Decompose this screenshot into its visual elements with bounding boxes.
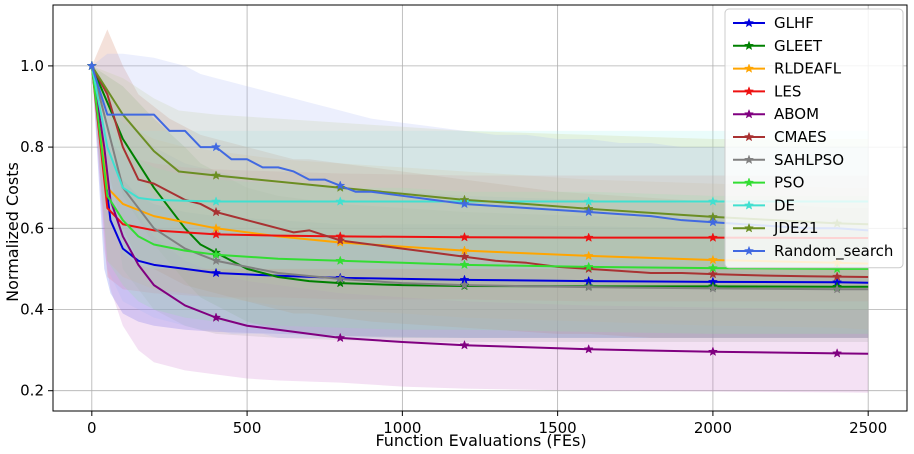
marker-pso <box>707 262 718 273</box>
marker-pso <box>210 249 222 259</box>
marker-de <box>335 196 346 206</box>
line-de <box>90 65 869 203</box>
legend-marker <box>743 131 755 142</box>
legend-entry-les: LES <box>774 82 801 100</box>
x-tick-label: 2500 <box>849 419 887 437</box>
marker-abom <box>335 332 346 343</box>
marker-cmaes <box>210 206 222 217</box>
marker-random-search <box>583 206 594 217</box>
x-tick-label: 2000 <box>694 419 732 437</box>
marker-cmaes <box>459 251 470 262</box>
marker-rldeafl <box>707 254 718 265</box>
legend-entry-rldeafl: RLDEAFL <box>774 60 842 78</box>
marker-sahlpso <box>210 255 222 266</box>
marker-sahlpso <box>707 283 718 293</box>
marker-pso <box>335 255 346 266</box>
line-random-search <box>90 65 869 232</box>
marker-les <box>707 232 718 242</box>
legend-marker <box>743 245 755 256</box>
plot-frame <box>52 4 908 412</box>
legend-marker <box>743 86 755 96</box>
marker-rldeafl <box>583 250 594 261</box>
legend-box <box>724 8 904 269</box>
line-pso <box>90 65 869 270</box>
x-tick-label: 500 <box>233 419 262 437</box>
marker-random-search <box>707 216 718 227</box>
x-axis-label: Function Evaluations (FEs) <box>375 431 586 450</box>
band-gleet <box>91 65 869 338</box>
band-jde21 <box>91 65 869 278</box>
marker-random-search <box>335 180 346 190</box>
marker-de <box>583 196 594 206</box>
marker-abom <box>210 312 222 322</box>
line-cmaes <box>90 65 869 279</box>
marker-les <box>583 232 594 242</box>
marker-sahlpso <box>459 279 470 290</box>
marker-de <box>707 196 718 206</box>
marker-random-search <box>459 198 470 209</box>
legend-marker <box>743 108 755 119</box>
marker-abom <box>459 339 470 350</box>
legend-marker <box>743 177 755 187</box>
marker-random-search <box>210 141 222 152</box>
y-tick-label: 0.2 <box>20 382 44 400</box>
marker-abom <box>832 348 843 358</box>
marker-abom <box>583 343 594 354</box>
marker-jde21 <box>210 170 222 180</box>
marker-sahlpso <box>335 273 346 284</box>
band-glhf <box>91 65 869 338</box>
marker-cmaes <box>832 271 843 281</box>
band-rldeafl <box>91 65 869 330</box>
line-abom <box>90 65 869 355</box>
legend-marker <box>743 63 755 73</box>
marker-cmaes <box>707 268 718 279</box>
legend-marker <box>743 200 755 210</box>
y-tick-label: 1.0 <box>20 57 44 75</box>
marker-les <box>210 229 222 239</box>
marker-de <box>210 196 222 206</box>
legend-entry-cmaes: CMAES <box>774 128 827 146</box>
y-tick-label: 0.8 <box>20 138 44 156</box>
marker-pso <box>583 261 594 272</box>
y-tick-label: 0.6 <box>20 219 44 237</box>
legend-entry-glhf: GLHF <box>774 14 814 32</box>
legend: GLHF GLEET RLDEAFL LES ABOM CMAES SAHLPSO PSO DE… <box>724 8 904 269</box>
x-tick-label: 1000 <box>383 419 421 437</box>
legend-marker <box>743 222 755 233</box>
marker-glhf <box>210 267 222 278</box>
axis-ticks: 0 500 1000 1500 2000 2500 0.2 0.4 0.6 0.8 1.0 <box>20 57 887 437</box>
y-tick-label: 0.4 <box>20 301 44 319</box>
y-axis-label: Normalized Costs <box>3 162 22 302</box>
legend-marker <box>743 17 755 28</box>
legend-entry-abom: ABOM <box>774 105 819 123</box>
x-tick-label: 0 <box>87 419 97 437</box>
legend-entry-pso: PSO <box>774 174 804 192</box>
band-les <box>91 65 869 302</box>
legend-entry-sahlpso: SAHLPSO <box>774 151 844 169</box>
marker-sahlpso <box>583 281 594 292</box>
legend-entry-jde21: JDE21 <box>773 219 819 237</box>
legend-marker <box>743 154 755 165</box>
marker-gleet <box>335 277 346 288</box>
band-de <box>91 65 869 269</box>
marker-cmaes <box>335 235 346 245</box>
marker-pso <box>459 259 470 270</box>
marker-random-search <box>86 60 97 71</box>
legend-entry-random-search: Random_search <box>774 242 893 261</box>
band-cmaes <box>91 29 869 338</box>
marker-sahlpso <box>832 283 843 294</box>
legend-entry-de: DE <box>774 196 795 214</box>
line-gleet <box>90 65 869 288</box>
marker-les <box>459 231 470 242</box>
marker-abom <box>707 346 718 357</box>
legend-entry-gleet: GLEET <box>774 37 823 55</box>
line-rldeafl <box>90 65 869 265</box>
legend-marker <box>743 40 755 51</box>
x-tick-label: 1500 <box>539 419 577 437</box>
band-abom <box>91 65 869 393</box>
